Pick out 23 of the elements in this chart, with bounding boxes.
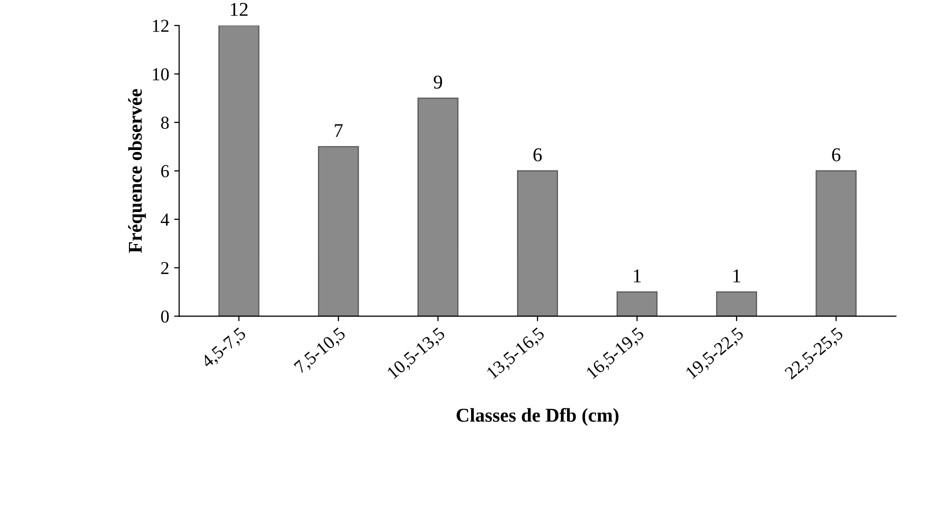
bar (517, 170, 558, 316)
y-tick-label: 0 (161, 310, 169, 323)
y-tick-label: 2 (161, 262, 168, 274)
data-label: 6 (832, 148, 840, 162)
bar (418, 98, 458, 316)
y-tick-label: 12 (152, 20, 168, 32)
data-label: 9 (434, 76, 442, 89)
y-tick-label: 8 (161, 116, 169, 129)
data-label: 1 (733, 269, 740, 282)
data-label: 1 (634, 269, 641, 282)
data-label: 6 (533, 148, 542, 162)
y-tick-label: 6 (161, 165, 169, 178)
bar (616, 291, 658, 316)
bar (816, 170, 857, 316)
data-label: 7 (334, 124, 343, 137)
bar (716, 291, 758, 316)
bar (318, 146, 359, 316)
y-tick-label: 4 (160, 214, 170, 226)
data-label: 12 (230, 2, 248, 16)
bar (218, 26, 260, 316)
y-axis-title: Fréquence observée (128, 89, 146, 253)
y-tick-label: 10 (152, 68, 169, 80)
x-axis-title: Classes de Dfb (cm) (456, 408, 618, 426)
